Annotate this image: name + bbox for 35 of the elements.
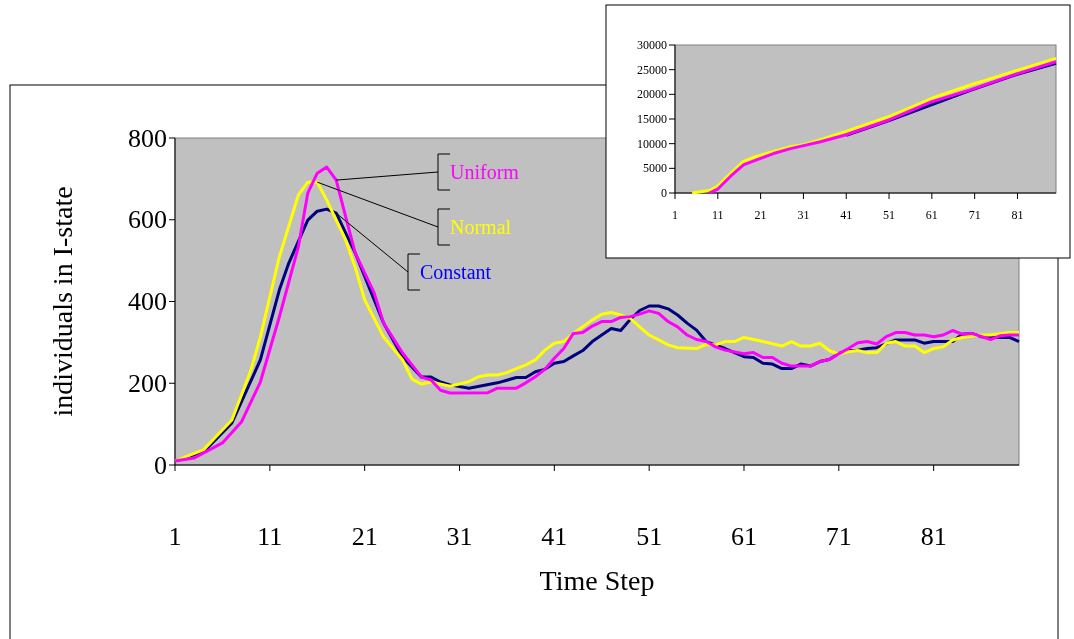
y-tick-label: 800	[128, 123, 167, 153]
x-tick-label: 41	[840, 208, 853, 222]
y-tick-label: 400	[128, 287, 167, 316]
y-tick-label: 10000	[637, 136, 667, 151]
x-tick-label: 1	[168, 522, 182, 551]
y-tick-label: 0	[154, 450, 167, 480]
x-tick-label: 81	[920, 522, 947, 551]
y-tick-label: 0	[661, 186, 667, 200]
y-tick-label: 25000	[637, 62, 667, 77]
y-tick-label: 30000	[637, 38, 667, 52]
x-tick-label: 81	[1011, 208, 1024, 222]
text: Normal	[450, 216, 512, 238]
x-axis-title: Time Step	[539, 565, 655, 596]
y-tick-label: 200	[128, 368, 167, 398]
x-tick-label: 11	[257, 522, 283, 551]
x-tick-label: 31	[446, 522, 473, 551]
y-axis-title: individuals in I-state	[47, 186, 78, 417]
x-tick-label: 41	[541, 522, 568, 551]
x-tick-label: 51	[636, 522, 663, 551]
x-tick-label: 61	[925, 208, 938, 222]
x-tick-label: 21	[351, 522, 378, 551]
text: Uniform	[450, 161, 520, 183]
x-tick-label: 71	[968, 208, 981, 222]
y-tick-label: 5000	[643, 161, 667, 176]
x-tick-label: 1	[672, 208, 678, 222]
x-tick-label: 31	[797, 208, 810, 222]
text: Constant	[420, 261, 492, 283]
x-tick-label: 71	[825, 522, 852, 551]
y-tick-label: 15000	[637, 112, 667, 126]
x-tick-label: 11	[712, 208, 724, 222]
x-tick-label: 51	[883, 208, 896, 222]
y-tick-label: 20000	[637, 87, 667, 102]
x-tick-label: 21	[754, 208, 767, 222]
y-tick-label: 600	[128, 205, 167, 235]
x-tick-label: 61	[730, 522, 757, 551]
